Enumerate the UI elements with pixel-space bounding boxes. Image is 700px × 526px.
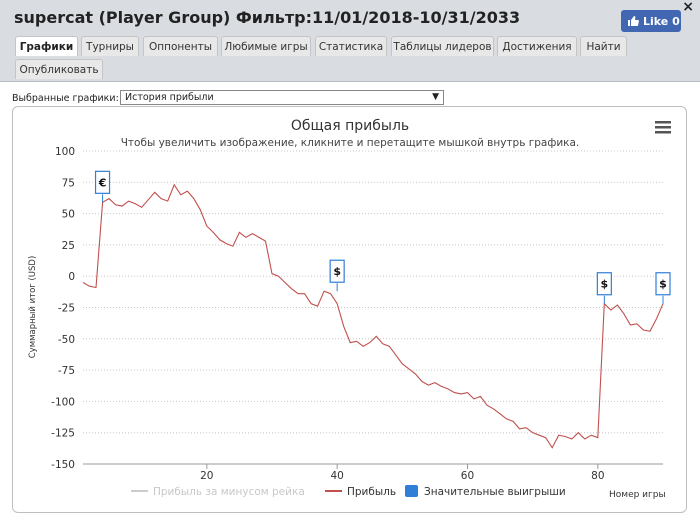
window-title: supercat (Player Group) Фильтр:11/01/201… xyxy=(14,8,521,27)
significant-win-symbol: $ xyxy=(601,278,609,291)
tab-leaderboards[interactable]: Таблицы лидеров xyxy=(391,36,494,56)
close-icon[interactable]: × xyxy=(682,0,694,15)
y-tick-label: 100 xyxy=(55,146,75,158)
tab-opponents[interactable]: Оппоненты xyxy=(143,36,218,56)
tab-favorite-games[interactable]: Любимые игры xyxy=(221,36,311,56)
significant-win-symbol: $ xyxy=(659,278,667,291)
significant-win-box xyxy=(596,272,612,296)
chart-panel: Общая прибыль Чтобы увеличить изображени… xyxy=(12,106,687,513)
significant-win-symbol: € xyxy=(98,176,107,189)
window-titlebar: supercat (Player Group) Фильтр:11/01/201… xyxy=(0,0,700,36)
chart-selector-value: История прибыли xyxy=(125,92,214,103)
tab-achievements[interactable]: Достижения xyxy=(497,36,577,56)
dropdown-arrow-icon: ▼ xyxy=(432,92,439,102)
legend-wins-label[interactable]: Значительные выигрыши xyxy=(424,486,566,498)
y-tick-label: -100 xyxy=(51,396,75,408)
significant-win-box xyxy=(655,272,671,296)
significant-win-marker: € xyxy=(94,170,111,203)
legend-wins-swatch xyxy=(405,485,418,497)
chart-selector-dropdown[interactable]: История прибыли ▼ xyxy=(120,90,444,105)
facebook-like-button[interactable]: Like 0 xyxy=(621,10,681,32)
profit-chart[interactable]: Общая прибыль Чтобы увеличить изображени… xyxy=(13,107,686,512)
x-axis-title: Номер игры xyxy=(609,490,666,500)
significant-win-marker: $ xyxy=(655,272,671,304)
significant-win-marker: $ xyxy=(329,259,345,292)
tab-charts[interactable]: Графики xyxy=(15,36,78,56)
y-tick-label: -50 xyxy=(58,334,75,346)
legend-profit-label[interactable]: Прибыль xyxy=(347,486,396,498)
like-label: Like 0 xyxy=(643,14,680,28)
y-tick-label: -75 xyxy=(58,365,75,377)
x-tick-label: 40 xyxy=(330,470,343,482)
tab-tournaments[interactable]: Турниры xyxy=(81,36,139,56)
x-tick-label: 60 xyxy=(461,470,474,482)
y-tick-label: -150 xyxy=(51,459,75,471)
y-axis-title: Суммарный итог (USD) xyxy=(28,256,38,359)
tab-bar: Графики Турниры Оппоненты Любимые игры С… xyxy=(0,36,700,82)
significant-win-marker: $ xyxy=(596,272,612,304)
tab-statistics[interactable]: Статистика xyxy=(315,36,387,56)
tab-find[interactable]: Найти xyxy=(580,36,627,56)
y-tick-label: 75 xyxy=(62,177,75,189)
chart-selector-label: Выбранные графики: xyxy=(12,93,119,104)
significant-win-box xyxy=(329,259,345,283)
profit-series-line xyxy=(82,183,664,449)
chart-subtitle: Чтобы увеличить изображение, кликните и … xyxy=(121,137,580,149)
significant-win-symbol: $ xyxy=(333,265,341,278)
y-tick-label: 25 xyxy=(62,240,75,252)
tab-publish[interactable]: Опубликовать xyxy=(15,59,103,79)
legend: Прибыль за минусом рейка Прибыль Значитель… xyxy=(131,485,566,498)
hamburger-menu-icon[interactable] xyxy=(655,121,671,134)
chart-title: Общая прибыль xyxy=(291,118,409,134)
thumbs-up-icon xyxy=(628,16,639,26)
x-tick-label: 20 xyxy=(200,470,213,482)
y-tick-label: 50 xyxy=(62,209,75,221)
legend-rake-label[interactable]: Прибыль за минусом рейка xyxy=(153,486,305,498)
y-tick-label: -25 xyxy=(58,303,75,315)
y-tick-label: -125 xyxy=(51,428,75,440)
significant-win-box xyxy=(94,170,111,194)
y-tick-label: 0 xyxy=(68,271,75,283)
x-tick-label: 80 xyxy=(591,470,604,482)
